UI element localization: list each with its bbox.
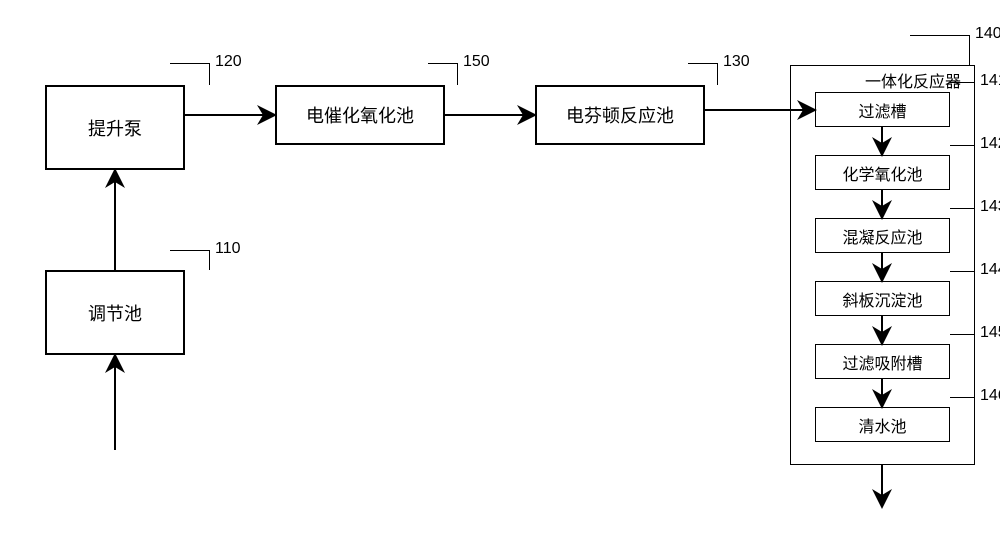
arrows-svg <box>0 0 1000 535</box>
